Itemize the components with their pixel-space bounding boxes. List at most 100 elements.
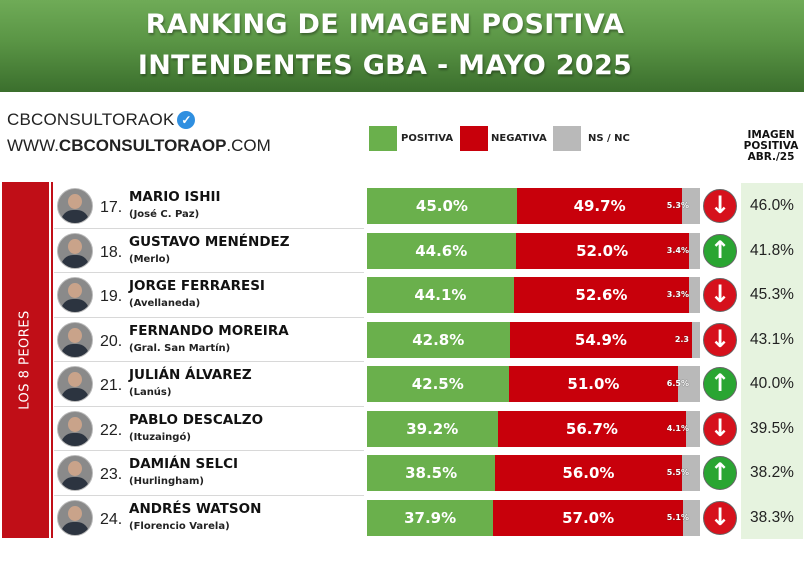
label-positive: 44.6% [415,241,468,260]
bar-negative: 52.0% [515,232,689,269]
avatar-body [61,299,89,312]
brand-handle: CBCONSULTORAOK ✓ [7,110,196,130]
avatar-head [68,327,82,343]
label-nsnc: 6.5% [666,379,689,388]
mayor-name: FERNANDO MOREIRA [129,322,289,339]
legend-label-negative: NEGATIVA [491,133,547,144]
municipality: (José C. Paz) [129,209,200,220]
row-divider [54,494,364,496]
legend-label-positive: POSITIVA [401,133,454,144]
arrow-down-icon: ↓ [703,278,737,312]
avatar-body [61,343,89,357]
avatar-head [68,505,82,521]
label-negative: 51.0% [567,375,620,393]
previous-image-value: 46.0% [750,197,794,214]
previous-image-value: 41.8% [750,241,794,259]
verified-check-icon: ✓ [177,111,196,129]
avatar-body [61,388,89,401]
arrow-down-icon: ↓ [703,189,737,223]
bar-nsnc: 2.3 [675,321,700,358]
previous-image-header: IMAGEN POSITIVA ABR./25 [736,130,804,163]
bar-nsnc: 6.5% [667,366,700,402]
municipality: (Avellaneda) [129,298,201,309]
label-negative: 56.0% [562,464,615,482]
website-domain: CBCONSULTORAOP [58,136,227,155]
arrow-down-icon: ↓ [703,322,737,357]
prev-header-line3: ABR./25 [747,151,795,163]
bar-negative: 52.6% [513,277,689,313]
brand-handle-text: CBCONSULTORAOK [7,110,175,129]
table-row: 21. JULIÁN ÁLVAREZ (Lanús) [54,362,804,406]
legend-label-nsnc: NS / NC [588,133,630,144]
previous-image-value: 38.2% [750,464,794,481]
bar-nsnc: 5.5% [667,455,700,491]
mayor-name: ANDRÉS WATSON [129,500,262,517]
rank-number: 18. [100,243,123,261]
rank-number: 17. [100,199,123,216]
municipality: (Hurlingham) [129,476,204,487]
bar-positive: 39.2% [367,410,498,447]
label-nsnc: 5.5% [666,468,689,477]
label-nsnc: 5.1% [666,512,689,522]
group-label: LOS 8 PEORES [17,310,33,410]
row-divider [54,450,364,451]
title-line-1: RANKING DE IMAGEN POSITIVA [145,9,625,40]
municipality: (Gral. San Martín) [129,342,231,354]
previous-image-value: 43.1% [750,330,794,348]
municipality: (Merlo) [129,253,171,265]
bar-negative: 57.0% [493,499,683,536]
bar-negative: 56.0% [495,455,682,491]
bar-negative: 54.9% [509,321,693,358]
avatar [57,232,93,269]
label-nsnc: 5.3% [666,201,689,210]
bar-negative: 49.7% [516,188,683,224]
header-banner: RANKING DE IMAGEN POSITIVA INTENDENTES G… [0,0,804,92]
label-nsnc: 2.3 [674,334,689,344]
municipality: (Ituzaingó) [129,431,191,443]
bar-positive: 44.1% [367,277,514,313]
avatar [57,410,93,447]
row-divider [54,405,364,407]
row-divider [54,227,364,229]
label-positive: 45.0% [415,197,468,215]
rank-number: 21. [100,377,123,394]
table-row: 19. JORGE FERRARESI (Avellaneda) [54,273,804,317]
website-prefix: WWW. [7,136,59,155]
legend-swatch-nsnc [553,126,581,151]
label-positive: 44.1% [414,286,467,304]
avatar [57,455,93,491]
previous-image-value: 39.5% [750,419,794,437]
brand-website: WWW.CBCONSULTORAOP.COM [7,136,271,156]
group-band-divider [51,182,53,538]
municipality: (Lanús) [129,387,172,398]
rank-number: 24. [100,510,123,528]
table-row: 22. PABLO DESCALZO (Ituzaingó) [54,407,804,451]
bar-negative: 56.7% [497,410,687,447]
rank-number: 20. [100,332,123,350]
avatar-head [68,283,82,298]
label-positive: 38.5% [405,464,458,482]
table-row: 24. ANDRÉS WATSON (Florencio Varela) [54,496,804,540]
avatar-body [61,254,89,268]
rank-number: 22. [100,421,123,439]
avatar-body [61,432,89,446]
mayor-name: JORGE FERRARESI [129,278,265,294]
arrow-down-icon: ↓ [703,411,737,446]
label-positive: 39.2% [406,419,459,438]
rank-number: 23. [100,466,123,483]
label-negative: 57.0% [562,508,615,527]
label-negative: 49.7% [573,197,626,215]
label-nsnc: 4.1% [666,423,689,433]
previous-image-value: 38.3% [750,508,794,526]
previous-image-value: 45.3% [750,286,794,303]
bar-nsnc: 5.3% [667,188,700,224]
bar-positive: 42.8% [367,321,510,358]
avatar-head [68,238,82,254]
group-band [2,182,49,538]
title-line-2: INTENDENTES GBA - MAYO 2025 [137,50,633,81]
bar-positive: 44.6% [367,232,516,269]
table-row: 23. DAMIÁN SELCI (Hurlingham) [54,451,804,495]
legend-swatch-positive [369,126,397,151]
label-positive: 42.8% [412,330,465,349]
label-negative: 52.0% [576,241,629,260]
